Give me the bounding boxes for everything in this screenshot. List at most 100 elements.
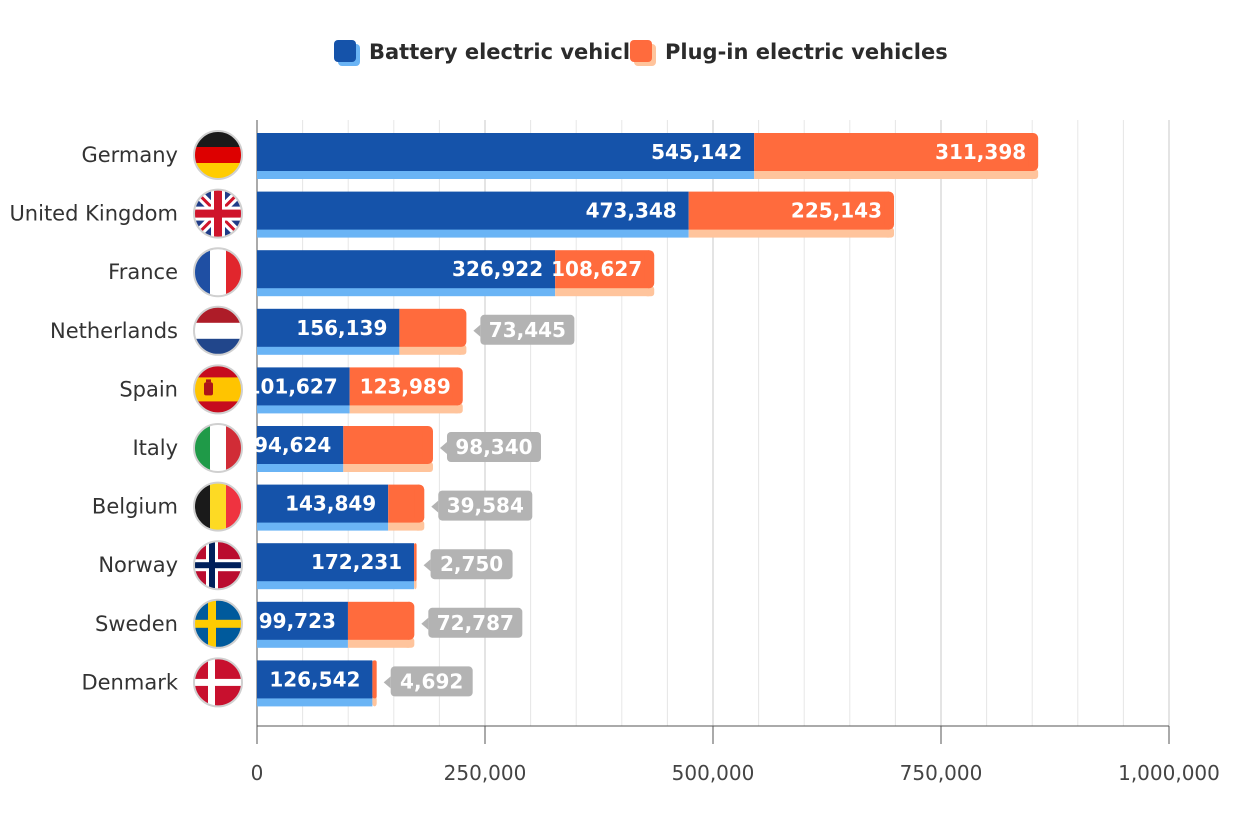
- callout-plugin: 98,340: [439, 432, 541, 462]
- germany-flag-icon-stripe: [194, 147, 242, 164]
- bar-group-italy: 94,624 98,340: [254, 426, 541, 472]
- bars: 545,142 311,398 473,348 225,143 326,922 108,6…: [247, 133, 1039, 707]
- callout-box: [438, 490, 533, 521]
- bar-battery[interactable]: [257, 484, 389, 523]
- x-tick-label: 250,000: [444, 761, 527, 785]
- data-label-battery: 94,624: [254, 433, 331, 457]
- bar-plugin[interactable]: [372, 660, 377, 699]
- callout-pointer: [423, 559, 431, 572]
- france-flag-icon-ring: [193, 247, 243, 298]
- bar-battery[interactable]: [257, 543, 415, 582]
- sweden-flag-icon-fill: [194, 599, 242, 648]
- callout-pointer: [383, 676, 391, 689]
- bar-battery[interactable]: [257, 133, 755, 171]
- bar-battery-shade: [257, 286, 556, 297]
- bar-plugin-end: [644, 250, 655, 289]
- bar-group-spain: 101,627 123,989: [247, 367, 463, 414]
- bar-battery-shade: [257, 520, 389, 531]
- bar-plugin-shade: [388, 520, 420, 531]
- united-kingdom-flag-icon-fill: [194, 189, 242, 238]
- data-label-battery: 473,348: [586, 199, 677, 223]
- spain-yellow: [194, 377, 242, 402]
- bar-plugin-shade: [555, 286, 650, 297]
- bar-plugin[interactable]: [555, 250, 650, 289]
- callout-plugin: 2,750: [423, 549, 513, 580]
- bar-plugin-shade-end: [422, 462, 433, 472]
- legend-item-battery[interactable]: Battery electric vehicles: [334, 40, 657, 66]
- bar-battery[interactable]: [257, 601, 348, 640]
- callout-pointer: [473, 324, 481, 337]
- belgium-flag-icon: [193, 481, 243, 532]
- netherlands-flag-icon: [193, 305, 243, 356]
- bar-group-germany: 545,142 311,398: [257, 133, 1039, 179]
- bar-plugin-shade: [347, 637, 410, 648]
- bar-group-denmark: 126,542 4,692: [257, 660, 473, 707]
- italy-flag-icon: [193, 423, 243, 473]
- bar-plugin-end: [1028, 133, 1039, 171]
- data-label-battery: 101,627: [247, 374, 338, 398]
- united-kingdom-flag-icon-ring: [193, 188, 243, 239]
- bar-battery-shade: [257, 696, 373, 707]
- data-label-plugin: 2,750: [440, 552, 503, 576]
- sweden-flag-icon-ring: [193, 598, 243, 649]
- germany-flag-icon-ring: [193, 130, 243, 180]
- belgium-flag-icon-stripe: [210, 482, 227, 531]
- bar-plugin-shade-end: [1028, 169, 1039, 179]
- x-tick-label: 750,000: [900, 761, 983, 785]
- data-label-battery: 126,542: [269, 667, 360, 691]
- legend-label-plugin: Plug-in electric vehicles: [665, 40, 948, 64]
- legend-swatch-plugin: [630, 40, 652, 62]
- category-label: Germany: [81, 143, 178, 167]
- norway-flag-icon-cross-inner-v: [209, 541, 215, 590]
- callout-pointer: [431, 500, 439, 513]
- uk-cross-red-v: [214, 189, 222, 238]
- bar-plugin[interactable]: [388, 484, 420, 523]
- bar-battery-shade: [257, 462, 344, 472]
- bar-battery-shade: [257, 169, 755, 179]
- callout-plugin: 4,692: [383, 666, 473, 697]
- x-tick-label: 500,000: [672, 761, 755, 785]
- norway-flag-icon-ring: [193, 540, 243, 591]
- bar-battery[interactable]: [257, 308, 400, 347]
- sweden-flag-icon: [193, 598, 243, 649]
- callout-box: [480, 314, 575, 345]
- legend-item-plugin[interactable]: Plug-in electric vehicles: [630, 40, 948, 66]
- bar-plugin[interactable]: [343, 426, 428, 464]
- bar-battery[interactable]: [257, 660, 373, 699]
- bar-battery[interactable]: [257, 367, 350, 406]
- bar-plugin[interactable]: [349, 367, 458, 406]
- bar-group-united-kingdom: 473,348 225,143: [257, 191, 895, 238]
- bar-plugin-shade-end: [372, 696, 377, 707]
- bar-plugin-shade: [688, 227, 890, 238]
- denmark-flag-icon-cross-inner-v: [208, 658, 215, 707]
- category-label: Sweden: [95, 612, 178, 636]
- data-label-plugin: 4,692: [400, 669, 463, 693]
- flags: [193, 130, 243, 708]
- bar-battery-shade: [257, 579, 415, 590]
- bar-battery[interactable]: [257, 250, 556, 289]
- spain-emblem: [204, 382, 213, 396]
- bar-plugin[interactable]: [399, 308, 462, 347]
- data-label-battery: 545,142: [651, 140, 742, 164]
- bar-plugin-shade-end: [404, 637, 415, 648]
- x-axis-ticks: 0 250,000 500,000 750,000 1,000,000: [251, 726, 1220, 785]
- spain-crown: [206, 379, 211, 383]
- bar-plugin-end: [452, 367, 463, 406]
- bar-plugin-shade-end: [452, 403, 463, 414]
- bar-battery[interactable]: [257, 426, 344, 464]
- bar-group-netherlands: 156,139 73,445: [257, 308, 575, 355]
- norway-flag-icon-cross-inner-h: [194, 562, 242, 569]
- bar-plugin[interactable]: [414, 543, 417, 582]
- bar-battery[interactable]: [257, 191, 689, 230]
- data-label-battery: 156,139: [296, 316, 387, 340]
- bar-battery-shade: [257, 403, 350, 414]
- spain-flag-icon-ring: [193, 364, 243, 415]
- bar-plugin[interactable]: [754, 133, 1034, 171]
- denmark-flag-icon-fill: [194, 658, 242, 707]
- data-label-plugin: 73,445: [489, 318, 566, 342]
- category-label: Belgium: [92, 495, 178, 519]
- france-flag-icon-stripe: [210, 248, 227, 297]
- france-flag-icon: [193, 247, 243, 298]
- bar-plugin[interactable]: [347, 601, 410, 640]
- bar-plugin[interactable]: [688, 191, 890, 230]
